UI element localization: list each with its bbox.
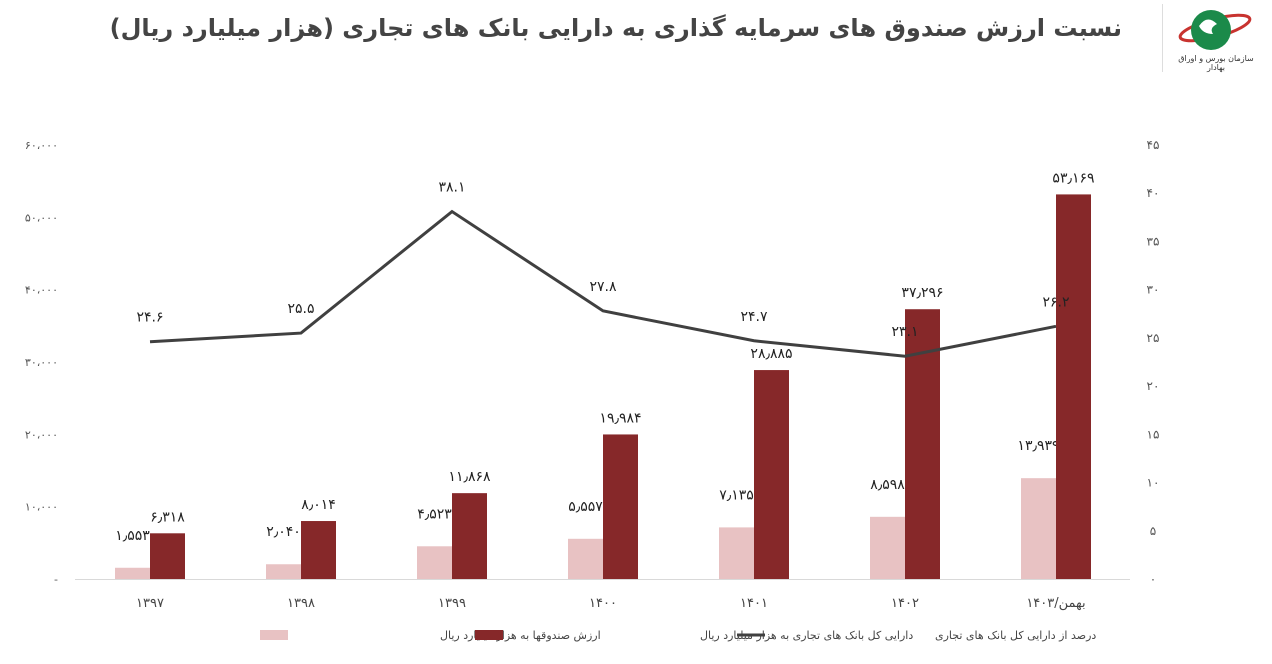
percent-label: ۲۷.۸ [589, 279, 616, 295]
bank-assets-bar [603, 434, 638, 579]
fund-value-bar [115, 567, 150, 579]
y-left-tick-label: ۶۰،۰۰۰ [25, 139, 58, 152]
y-right-tick-label: ۲۰ [1147, 379, 1160, 393]
percent-label: ۲۶.۲ [1042, 294, 1069, 310]
percent-label: ۲۳.۱ [891, 324, 918, 340]
fund-value-bar [568, 538, 603, 579]
y-right-tick-label: ۳۰ [1147, 283, 1160, 297]
y-left-tick-label: ۲۰،۰۰۰ [25, 428, 58, 441]
bank-assets-label: ۸٫۰۱۴ [301, 497, 336, 513]
y-right-tick-label: ۱۵ [1147, 427, 1160, 441]
x-tick-label: ۱۳۹۸ [287, 596, 315, 611]
y-right-tick-label: ۵ [1150, 524, 1156, 538]
fund-value-label: ۱٫۵۵۳ [115, 528, 150, 544]
fund-value-label: ۸٫۵۹۸ [870, 477, 905, 493]
x-tick-label: ۱۴۰۲ [891, 596, 919, 611]
percent-label: ۲۴.۷ [740, 309, 767, 325]
fund-value-label: ۵٫۵۵۷ [568, 499, 603, 515]
y-left-tick-label: ۴۰،۰۰۰ [25, 284, 58, 297]
y-right-tick-label: ۲۵ [1147, 331, 1160, 345]
legend-swatch-fund [260, 630, 288, 640]
y-left-tick-label: ۵۰،۰۰۰ [25, 211, 58, 224]
legend-label: ارزش صندوقها به هزار میلیارد ریال [440, 629, 601, 642]
percent-label: ۳۸.۱ [438, 180, 465, 196]
bank-assets-label: ۱۹٫۹۸۴ [599, 410, 641, 426]
percent-label: ۲۵.۵ [287, 301, 314, 317]
fund-value-label: ۴٫۵۲۳ [417, 506, 452, 522]
fund-value-label: ۲٫۰۴۰ [266, 524, 301, 540]
legend-swatch-bank [475, 630, 503, 640]
x-tick-label: ۱۳۹۷ [136, 596, 164, 611]
fund-value-bar [719, 527, 754, 579]
y-right-tick-label: ۴۵ [1147, 138, 1160, 152]
bank-assets-bar [150, 533, 185, 579]
fund-value-bar [1021, 478, 1056, 579]
y-right-tick-label: ۳۵ [1147, 234, 1160, 248]
bank-assets-bar [754, 370, 789, 579]
bank-assets-label: ۶٫۳۱۸ [150, 509, 185, 525]
bank-assets-bar [1056, 194, 1091, 580]
x-tick-label: ۱۴۰۱ [740, 596, 768, 611]
bank-assets-label: ۳۷٫۲۹۶ [901, 285, 943, 301]
chart-title: نسبت ارزش صندوق های سرمایه گذاری به دارا… [109, 14, 1122, 42]
y-right-tick-label: ۴۰ [1147, 186, 1160, 200]
logo-text: سازمان بورس و اوراق بهادار [1178, 54, 1254, 72]
legend-label: درصد از دارایی کل بانک های تجاری [935, 629, 1096, 642]
percent-label: ۲۴.۶ [136, 310, 163, 326]
logo-globe-icon [1178, 10, 1252, 50]
fund-value-label: ۷٫۱۳۵ [719, 487, 754, 503]
fund-value-label: ۱۳٫۹۳۹ [1017, 438, 1059, 454]
bank-assets-bar [452, 493, 487, 579]
x-tick-label: ۱۴۰۳/بهمن [1026, 596, 1085, 611]
fund-value-bar [417, 546, 452, 579]
bank-assets-label: ۲۸٫۸۸۵ [750, 346, 792, 362]
percent-line [149, 209, 1057, 358]
y-right-tick-label: ۰ [1150, 572, 1156, 586]
legend-label: دارایی کل بانک های تجاری به هزار میلیارد… [700, 629, 913, 642]
fund-value-bar [870, 516, 905, 579]
y-left-tick-label: - [54, 573, 58, 586]
y-left-tick-label: ۱۰،۰۰۰ [25, 501, 58, 514]
fund-value-bar [266, 564, 301, 579]
x-tick-label: ۱۳۹۹ [438, 596, 466, 611]
bank-assets-label: ۵۳٫۱۶۹ [1052, 170, 1094, 186]
y-left-tick-label: ۳۰،۰۰۰ [25, 356, 58, 369]
bank-assets-label: ۱۱٫۸۶۸ [448, 469, 491, 485]
bank-assets-bar [301, 521, 336, 579]
logo [1162, 4, 1263, 72]
x-tick-label: ۱۴۰۰ [589, 596, 617, 611]
y-right-tick-label: ۱۰ [1147, 476, 1160, 490]
